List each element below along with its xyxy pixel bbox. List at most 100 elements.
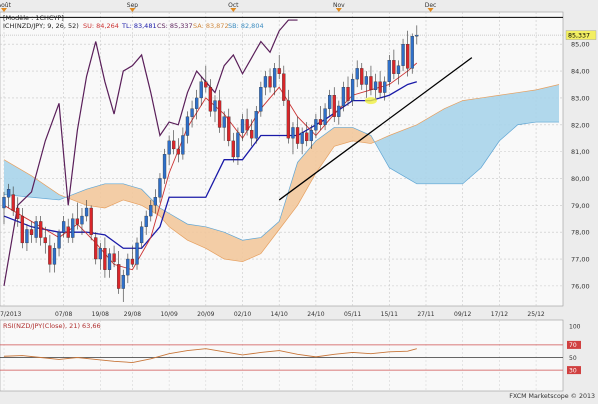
candle-down — [103, 248, 107, 270]
rsi-pane[interactable] — [0, 319, 564, 392]
candle-up — [153, 197, 158, 206]
tenkan-label: SU: 84,264 — [83, 22, 119, 30]
candle-up — [323, 108, 327, 125]
candle-up — [162, 154, 167, 179]
candle-down — [318, 119, 323, 125]
candle-up — [107, 253, 112, 270]
candle-up — [149, 205, 153, 217]
candle-up — [387, 60, 391, 82]
candle-up — [181, 135, 185, 155]
y-tick-label: 82,00 — [571, 121, 590, 129]
candle-up — [213, 100, 217, 112]
candle-down — [208, 87, 213, 112]
month-label: Nov — [333, 2, 345, 9]
candle-down — [20, 215, 24, 244]
month-marker — [129, 8, 136, 12]
candle-up — [222, 116, 226, 128]
highlight-marker — [364, 97, 377, 105]
x-tick-label: 20/09 — [197, 311, 214, 318]
month-label: Août — [0, 2, 12, 9]
candle-up — [80, 215, 84, 225]
candle-up — [236, 132, 240, 158]
candle-down — [43, 237, 47, 244]
candle-down — [117, 264, 121, 289]
chikou-label: CS: 85,337 — [157, 22, 193, 30]
candle-down — [94, 237, 98, 260]
candle-up — [57, 232, 61, 249]
candle-up — [52, 248, 57, 265]
x-tick-label: 25/12 — [527, 311, 544, 318]
y-tick-label: 81,00 — [571, 148, 590, 156]
x-tick-label: 14/10 — [271, 311, 288, 318]
candle-down — [89, 207, 93, 235]
month-label: Oct — [228, 2, 239, 9]
rsi-level-tag — [567, 340, 581, 349]
candle-down — [405, 44, 410, 69]
candle-down — [172, 140, 176, 150]
candle-up — [291, 127, 295, 139]
x-tick-label: 19/07/2013 — [0, 311, 21, 318]
candle-down — [392, 60, 396, 74]
rsi-tick-label: 70 — [569, 342, 577, 349]
candle-down — [305, 132, 309, 142]
candle-up — [309, 129, 313, 142]
month-marker — [427, 8, 434, 12]
candle-up — [98, 248, 102, 260]
x-tick-label: 19/08 — [92, 311, 109, 318]
trendline — [278, 57, 473, 201]
candle-up — [185, 116, 190, 136]
candle-up — [328, 95, 332, 109]
candle-up — [139, 226, 144, 244]
candle-down — [48, 245, 52, 265]
rsi-legend: RSI(NZD/JPY(Close), 21) 63,66 — [3, 322, 101, 330]
month-label: Sep — [127, 2, 139, 9]
candle-down — [112, 253, 116, 262]
x-tick-label: 27/11 — [417, 311, 434, 318]
candle-up — [199, 81, 203, 99]
candle-up — [167, 140, 171, 155]
x-tick-label: 24/10 — [307, 311, 324, 318]
y-tick-label: 79,00 — [571, 202, 590, 210]
candle-up — [314, 119, 318, 131]
candle-up — [195, 97, 199, 109]
candle-up — [158, 178, 162, 198]
y-tick-label: 78,00 — [571, 229, 590, 237]
candle-down — [16, 207, 20, 219]
candle-down — [204, 81, 208, 88]
candle-up — [240, 119, 245, 133]
module-label: [Modèle : 1CHCYP] — [3, 14, 64, 22]
candle-up — [71, 218, 75, 238]
x-tick-label: 29/08 — [124, 311, 141, 318]
candle-down — [227, 116, 231, 142]
x-tick-label: 10/09 — [160, 311, 177, 318]
month-marker — [335, 8, 342, 12]
y-tick-label: 84,00 — [571, 68, 590, 76]
candle-up — [259, 87, 263, 112]
candle-up — [350, 78, 355, 101]
candle-down — [39, 221, 43, 238]
candle-down — [245, 119, 249, 131]
candle-up — [126, 258, 130, 276]
x-tick-label: 05/11 — [344, 311, 361, 318]
kijun-label: TL: 83,481 — [121, 22, 157, 30]
chikou-line — [3, 19, 298, 286]
y-tick-label: 80,00 — [571, 175, 590, 183]
x-tick-label: 02/10 — [234, 311, 251, 318]
senkou-a-label: SA: 83,872 — [193, 22, 229, 30]
candle-up — [61, 221, 66, 233]
senkou-b-line — [3, 121, 559, 241]
month-marker — [1, 8, 7, 12]
candle-up — [25, 229, 29, 244]
candle-up — [6, 189, 11, 198]
candle-down — [217, 100, 222, 128]
y-tick-label: 85,00 — [571, 41, 590, 49]
candle-down — [75, 218, 80, 225]
month-label: Dec — [425, 2, 437, 9]
y-tick-label: 76,00 — [571, 282, 590, 290]
y-tick-label: 77,00 — [571, 256, 590, 264]
last-price-tag — [565, 30, 597, 40]
senkou-a-line — [3, 84, 560, 263]
candle-down — [277, 68, 281, 74]
